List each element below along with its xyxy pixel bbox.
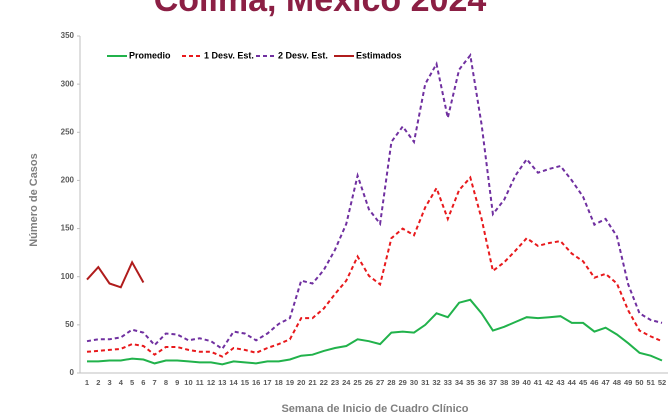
x-tick-label: 31 [421, 378, 429, 387]
x-tick-label: 33 [444, 378, 452, 387]
x-tick-label: 12 [207, 378, 215, 387]
x-tick-label: 36 [477, 378, 485, 387]
x-tick-label: 1 [85, 378, 89, 387]
x-tick-label: 26 [365, 378, 373, 387]
x-tick-label: 22 [320, 378, 328, 387]
x-tick-label: 35 [466, 378, 474, 387]
y-tick-label: 0 [70, 368, 75, 377]
y-tick-label: 350 [61, 31, 75, 40]
x-tick-label: 37 [489, 378, 497, 387]
x-axis-label: Semana de Inicio de Cuadro Clínico [281, 403, 468, 415]
x-tick-label: 46 [590, 378, 598, 387]
x-tick-label: 4 [119, 378, 124, 387]
x-tick-label: 9 [175, 378, 179, 387]
x-tick-label: 13 [218, 378, 226, 387]
y-tick-label: 300 [61, 79, 75, 88]
x-tick-label: 7 [153, 378, 157, 387]
x-tick-label: 51 [647, 378, 655, 387]
y-tick-label: 250 [61, 127, 75, 136]
x-tick-label: 5 [130, 378, 134, 387]
x-tick-label: 20 [297, 378, 305, 387]
x-tick-label: 14 [229, 378, 238, 387]
x-tick-label: 43 [556, 378, 564, 387]
x-tick-label: 42 [545, 378, 553, 387]
x-tick-label: 29 [399, 378, 407, 387]
x-tick-label: 32 [432, 378, 440, 387]
x-tick-label: 23 [331, 378, 339, 387]
x-tick-label: 17 [263, 378, 271, 387]
x-tick-label: 25 [353, 378, 361, 387]
x-tick-label: 3 [107, 378, 111, 387]
x-tick-label: 34 [455, 378, 464, 387]
x-tick-label: 39 [511, 378, 519, 387]
x-tick-label: 6 [141, 378, 145, 387]
x-tick-label: 27 [376, 378, 384, 387]
x-tick-label: 49 [624, 378, 632, 387]
x-tick-label: 11 [196, 378, 204, 387]
x-tick-label: 2 [96, 378, 100, 387]
x-tick-label: 41 [534, 378, 542, 387]
x-tick-label: 8 [164, 378, 168, 387]
legend-label: Estimados [356, 50, 402, 60]
x-tick-label: 44 [568, 378, 577, 387]
x-tick-label: 21 [308, 378, 316, 387]
y-tick-label: 50 [65, 320, 74, 329]
x-tick-label: 15 [241, 378, 249, 387]
legend-label: 1 Desv. Est. [204, 50, 254, 60]
y-tick-label: 100 [61, 272, 75, 281]
chart-title: Colima, México 2024 [154, 0, 487, 19]
x-tick-label: 45 [579, 378, 587, 387]
y-tick-label: 200 [61, 176, 75, 185]
y-axis-label: Número de Casos [28, 153, 40, 247]
series-line [86, 175, 663, 358]
x-tick-label: 28 [387, 378, 395, 387]
x-tick-label: 18 [274, 378, 282, 387]
x-tick-label: 40 [523, 378, 531, 387]
legend-label: 2 Desv. Est. [278, 50, 328, 60]
x-tick-label: 48 [613, 378, 621, 387]
x-tick-label: 24 [342, 378, 351, 387]
x-tick-label: 16 [252, 378, 260, 387]
series-line [86, 260, 145, 289]
x-tick-label: 47 [601, 378, 609, 387]
x-tick-label: 52 [658, 378, 666, 387]
x-tick-label: 30 [410, 378, 418, 387]
legend-label: Promedio [129, 50, 171, 60]
x-tick-label: 19 [286, 378, 294, 387]
x-tick-label: 50 [635, 378, 643, 387]
x-tick-label: 10 [184, 378, 192, 387]
y-tick-label: 150 [61, 224, 75, 233]
series-line [86, 52, 663, 351]
series-line [87, 298, 663, 366]
x-tick-label: 38 [500, 378, 508, 387]
